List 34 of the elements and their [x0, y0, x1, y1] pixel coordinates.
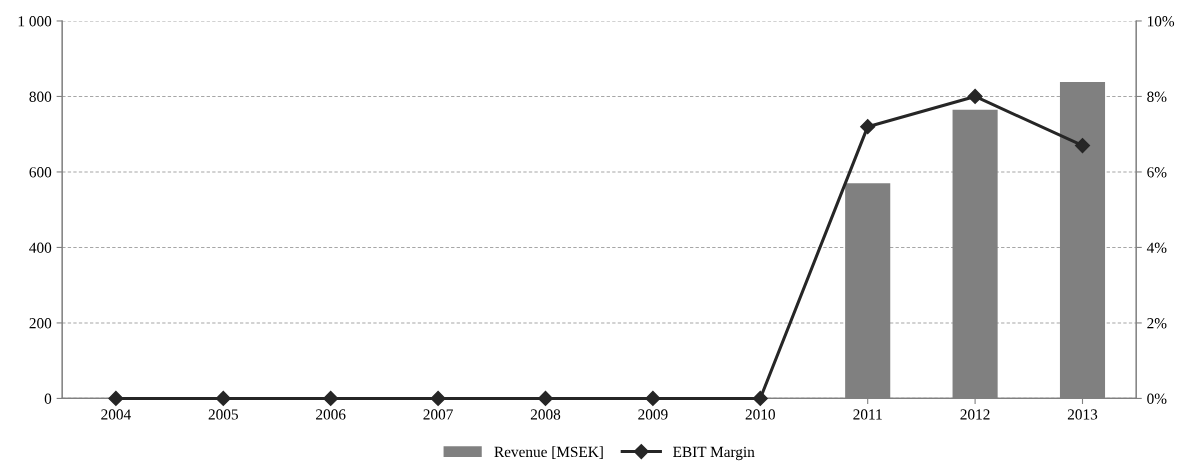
x-tick-label: 2006 [316, 409, 346, 420]
point [645, 390, 661, 407]
x-tick-label: 2013 [1067, 409, 1098, 420]
y2-tick-label: 2% [1147, 318, 1167, 329]
y-tick-label: 600 [29, 167, 52, 178]
y2-tick-label: 6% [1147, 167, 1167, 178]
x-tick-label: 2005 [208, 409, 238, 420]
y-tick-label: 400 [29, 242, 52, 253]
x-tick-label: 2010 [745, 409, 775, 420]
x-tick-label: 2007 [423, 409, 453, 420]
y-tick-label: 800 [29, 91, 52, 102]
point [967, 88, 983, 105]
x-tick-label: 2011 [853, 409, 882, 420]
legend-label: Revenue [MSEK] [494, 446, 603, 459]
y-tick-label: 0 [44, 393, 52, 404]
point [1074, 137, 1091, 154]
point [215, 390, 231, 407]
y2-tick-label: 0% [1147, 393, 1167, 404]
x-tick-label: 2009 [638, 409, 668, 420]
x-tick-label: 2012 [960, 409, 990, 420]
x-tick-label: 2004 [101, 409, 131, 420]
y2-tick-label: 4% [1146, 242, 1167, 253]
x-tick-label: 2008 [530, 409, 561, 420]
point [860, 119, 876, 135]
point [108, 390, 124, 407]
point [323, 390, 339, 407]
point [430, 390, 446, 407]
y-tick-label: 1 000 [18, 16, 52, 27]
y-tick-label: 200 [29, 318, 52, 329]
point [537, 390, 554, 407]
y2-tick-label: 8% [1147, 91, 1167, 102]
legend-label: EBIT Margin [673, 446, 755, 461]
y2-tick-label: 10% [1147, 16, 1175, 27]
point [752, 390, 768, 407]
